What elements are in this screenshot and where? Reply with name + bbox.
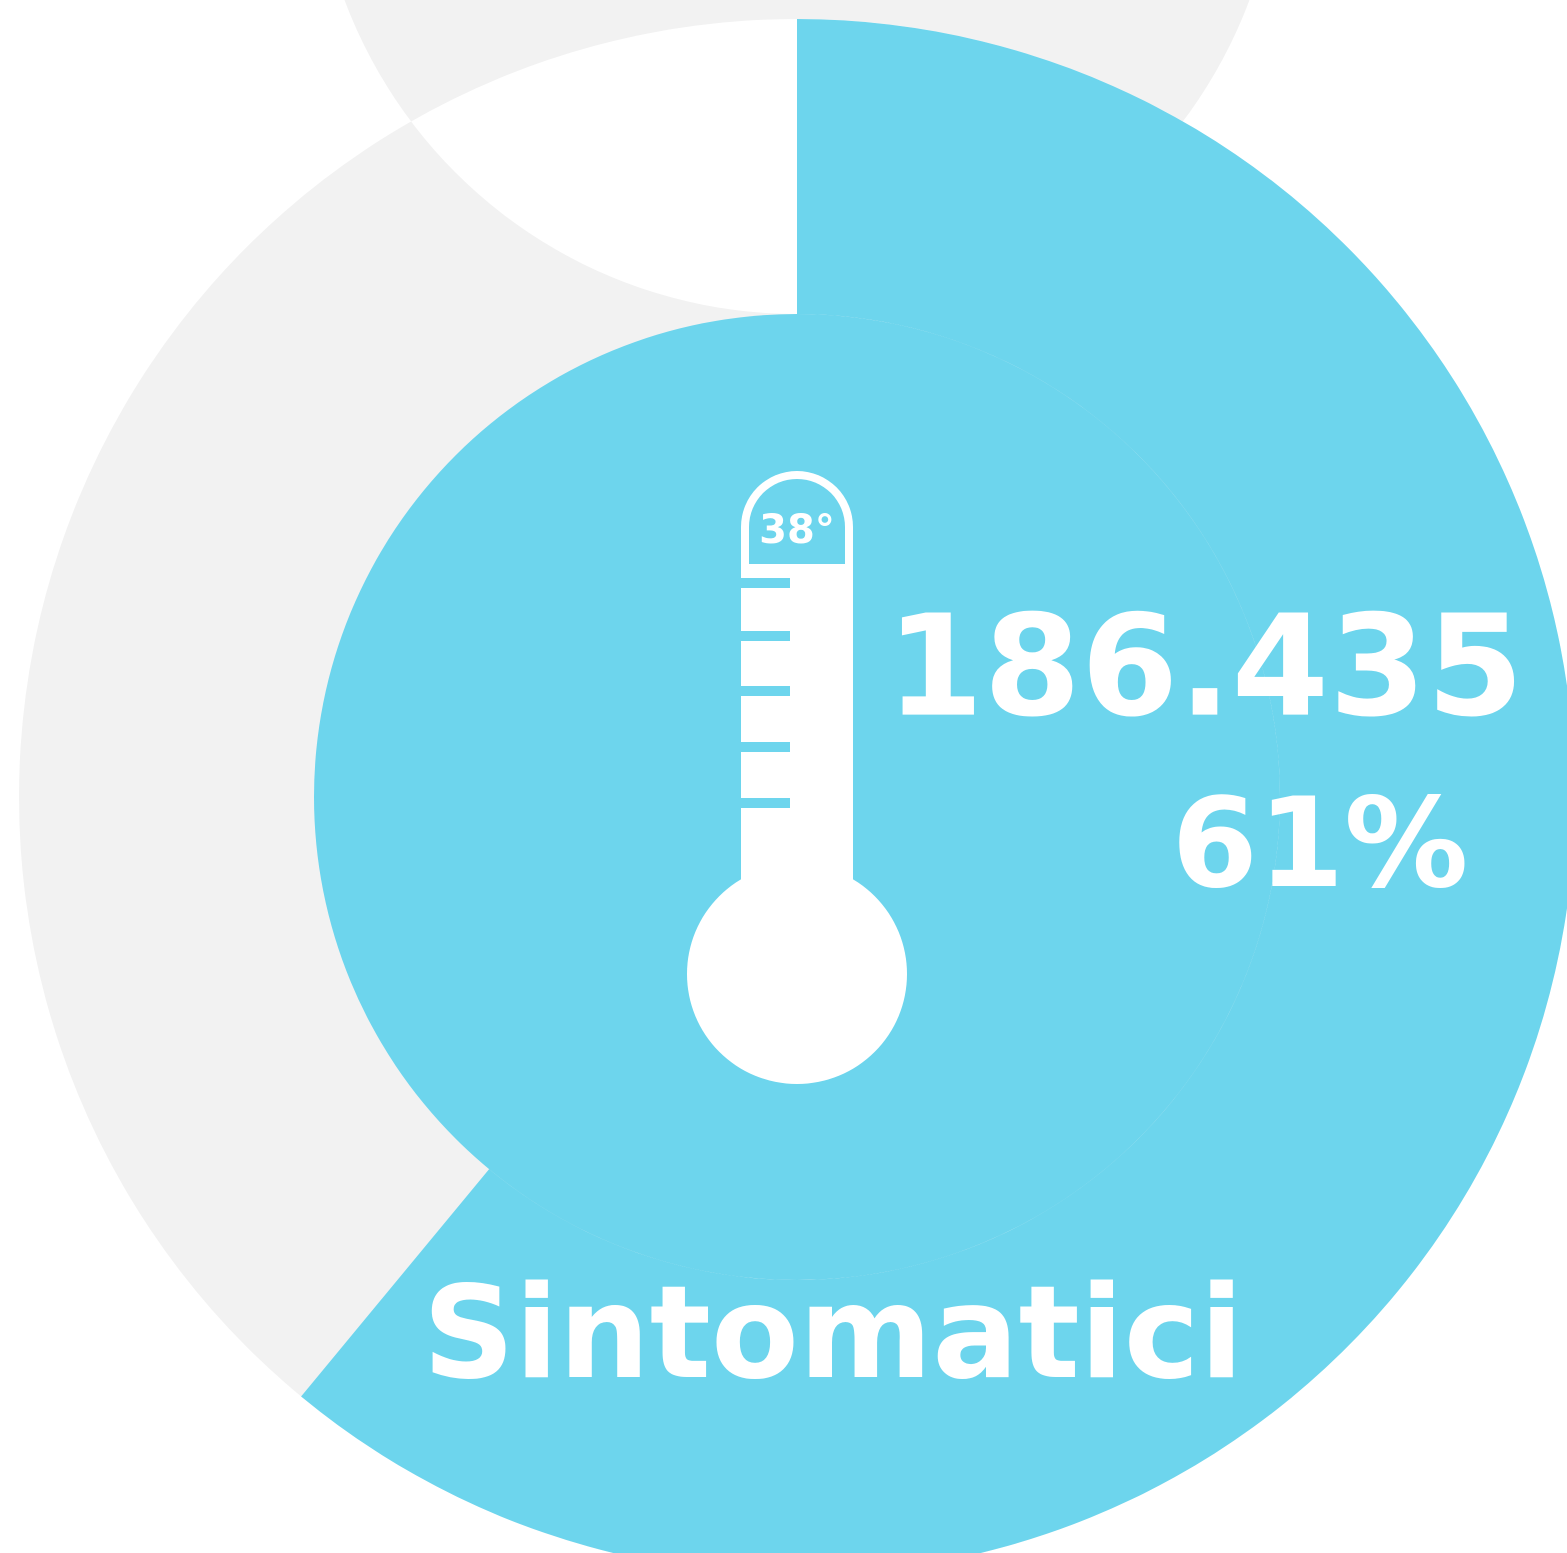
- thermometer-icon: 38°: [687, 471, 907, 1084]
- percent-label: 61%: [1172, 772, 1469, 916]
- thermo-ticks: [741, 578, 790, 808]
- thermo-bulb: [687, 864, 907, 1084]
- category-label: Sintomatici: [423, 1259, 1244, 1408]
- count-label: 186.435: [886, 586, 1524, 749]
- thermo-window: [749, 479, 845, 564]
- thermo-stem: [741, 560, 853, 905]
- icon-label: 38°: [759, 507, 835, 553]
- value-arc: [301, 19, 1567, 1553]
